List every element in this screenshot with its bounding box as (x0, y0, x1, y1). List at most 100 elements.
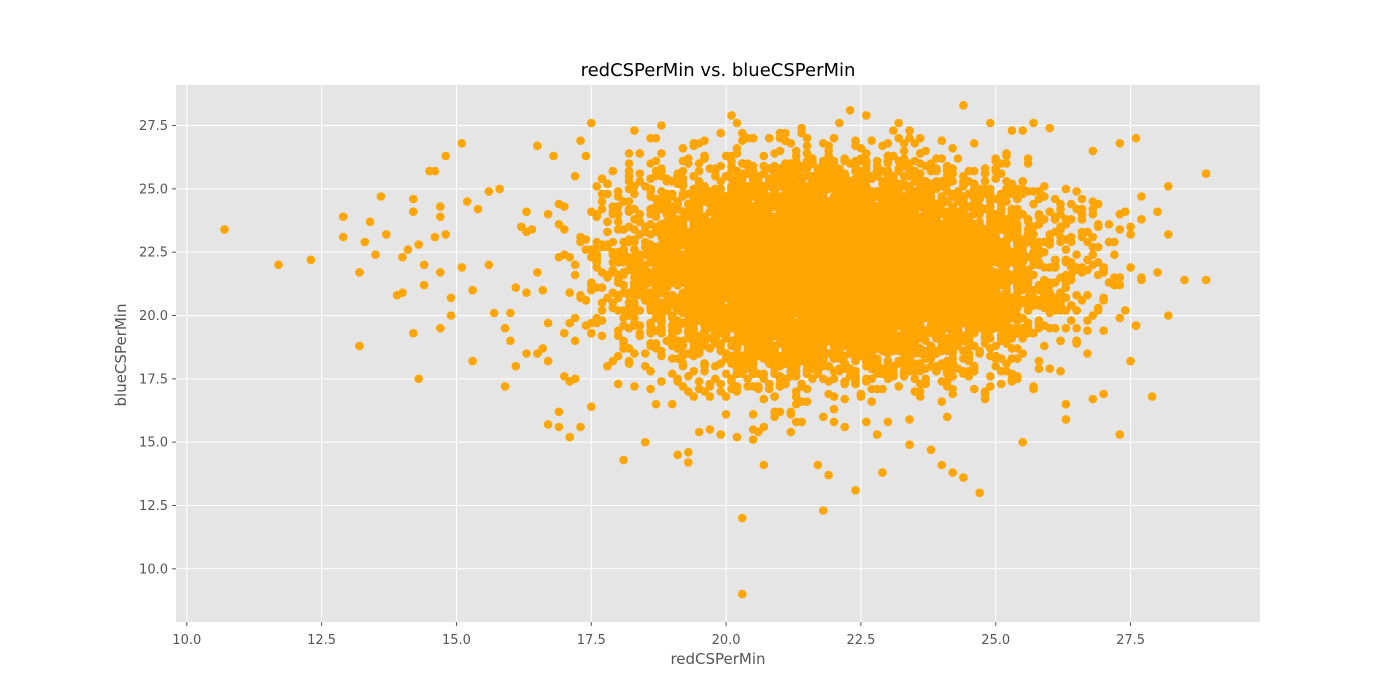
data-point (1066, 237, 1076, 247)
data-point (862, 417, 871, 427)
data-point (915, 159, 925, 168)
data-point (1029, 270, 1038, 280)
data-point (1077, 204, 1087, 214)
data-point (565, 318, 574, 328)
data-point (1088, 311, 1098, 320)
data-point (1164, 311, 1173, 320)
data-point (721, 392, 731, 401)
data-point (862, 149, 871, 158)
data-point (948, 144, 957, 153)
data-point (678, 359, 688, 368)
data-point (937, 397, 947, 406)
data-point (613, 379, 623, 389)
data-point (1066, 199, 1076, 209)
data-point (667, 369, 677, 379)
data-point (630, 126, 639, 135)
data-point (818, 412, 828, 422)
data-point (1045, 263, 1054, 272)
data-point (597, 189, 607, 199)
data-point (608, 303, 618, 313)
data-point (1045, 207, 1054, 216)
data-point (543, 356, 553, 366)
data-point (721, 151, 731, 161)
data-point (543, 209, 553, 219)
data-point (543, 318, 553, 328)
data-point (694, 166, 704, 176)
data-point (1115, 209, 1125, 219)
data-point (738, 128, 747, 138)
data-point (597, 306, 607, 315)
data-point (667, 354, 677, 363)
data-point (829, 133, 839, 143)
data-point (694, 159, 704, 168)
data-point (554, 220, 564, 229)
data-point (657, 149, 666, 158)
data-point (894, 382, 903, 391)
data-point (899, 146, 909, 156)
data-point (802, 149, 812, 158)
data-point (603, 293, 612, 303)
data-point (996, 379, 1006, 389)
data-point (613, 217, 623, 227)
data-point (770, 149, 779, 158)
data-point (986, 382, 995, 391)
data-point (630, 204, 639, 214)
data-point (1002, 359, 1011, 368)
data-point (889, 126, 898, 135)
data-point (991, 156, 1000, 166)
data-point (759, 151, 769, 161)
data-point (721, 369, 731, 379)
data-point (565, 432, 574, 442)
data-point (905, 126, 914, 135)
data-point (775, 407, 785, 417)
data-point (1115, 313, 1125, 323)
data-points (220, 101, 1211, 599)
data-point (630, 189, 639, 199)
data-point (1018, 126, 1027, 135)
data-point (748, 425, 758, 434)
data-point (1018, 177, 1027, 186)
data-point (565, 252, 574, 262)
data-point (1088, 209, 1098, 219)
data-point (1061, 278, 1071, 287)
data-point (894, 133, 903, 143)
data-point (802, 141, 812, 151)
data-point (1083, 326, 1092, 336)
data-point (991, 341, 1000, 351)
data-point (570, 171, 580, 181)
data-point (1110, 250, 1119, 259)
data-point (554, 252, 564, 262)
data-point (1056, 232, 1065, 242)
data-point (630, 349, 639, 358)
data-point (991, 361, 1000, 371)
data-point (797, 123, 806, 133)
data-point (883, 417, 893, 427)
data-point (716, 387, 725, 396)
data-point (640, 349, 650, 358)
data-point (705, 344, 715, 353)
data-point (608, 356, 618, 366)
data-point (694, 377, 704, 386)
data-point (587, 318, 596, 328)
data-point (1040, 275, 1049, 285)
data-point (1050, 194, 1060, 204)
data-point (597, 316, 607, 325)
data-point (689, 392, 698, 401)
data-point (1099, 326, 1108, 336)
data-point (684, 372, 693, 381)
data-point (522, 288, 531, 298)
data-point (522, 207, 531, 216)
data-point (705, 392, 715, 401)
data-point (1083, 255, 1092, 265)
data-point (711, 374, 720, 384)
data-point (700, 151, 709, 161)
data-point (759, 394, 769, 404)
data-point (748, 435, 758, 444)
data-point (1045, 123, 1054, 133)
data-point (1023, 265, 1033, 275)
data-point (1072, 290, 1081, 300)
data-point (1034, 356, 1044, 366)
data-point (969, 384, 979, 394)
data-point (926, 192, 936, 201)
